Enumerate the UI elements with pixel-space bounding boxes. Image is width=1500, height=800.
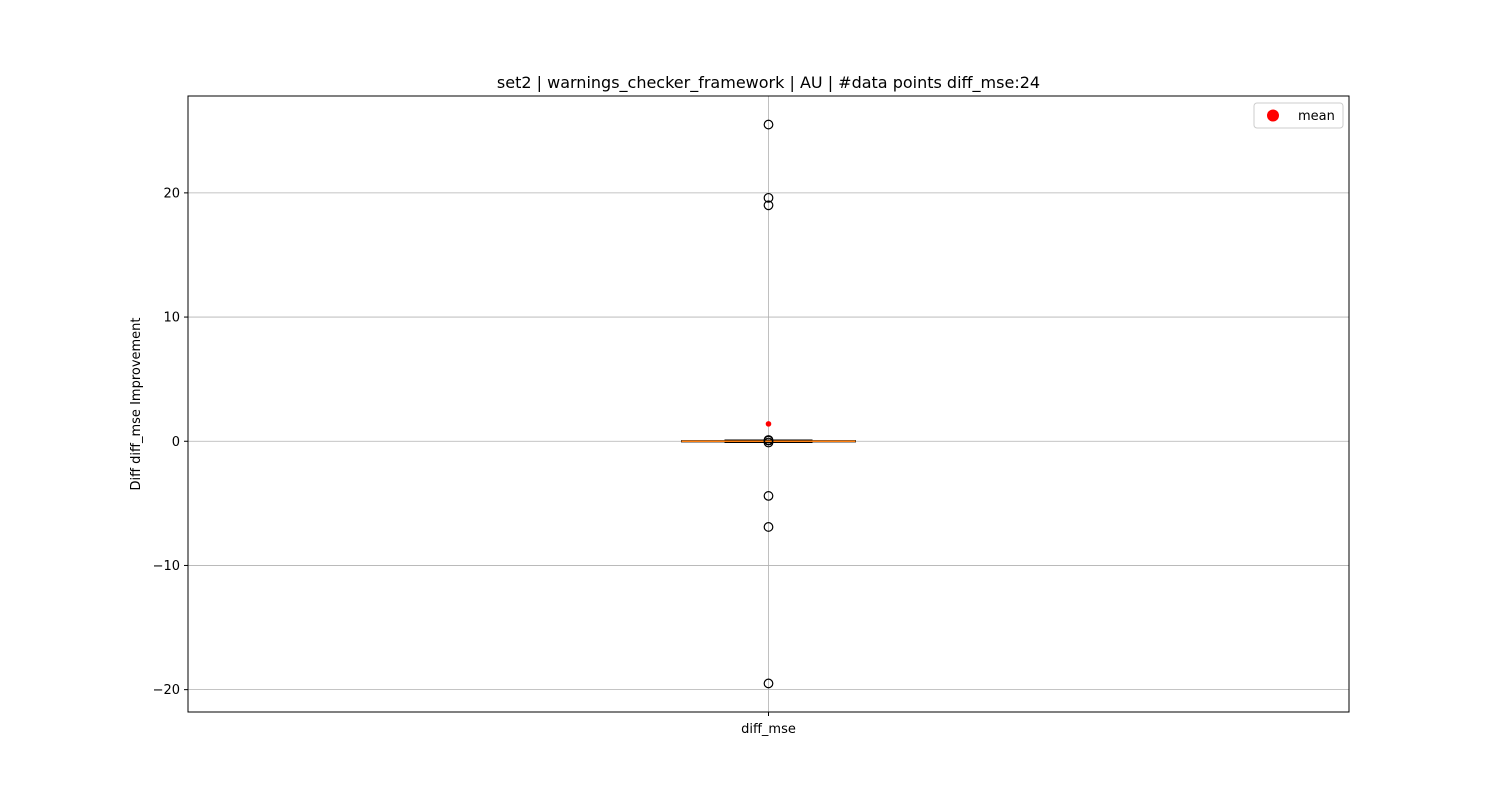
legend-mean-marker: [1267, 109, 1279, 122]
outlier-point: [763, 491, 774, 501]
legend-mean-label: mean: [1298, 109, 1335, 124]
x-tick-label: diff_mse: [741, 722, 796, 737]
outlier-point: [763, 200, 774, 211]
box-plot: [681, 439, 856, 443]
y-tick-label: 20: [163, 186, 180, 201]
y-axis: −20 −10 0 10 20: [153, 186, 188, 698]
outlier-point: [763, 678, 774, 689]
outlier-point: [763, 192, 774, 203]
outlier-point: [763, 119, 774, 130]
outlier-point: [763, 522, 774, 532]
y-tick-label: 0: [172, 435, 180, 450]
y-axis-label: Diff diff_mse Improvement: [129, 317, 144, 490]
legend: mean: [1253, 102, 1344, 129]
chart-title: set2 | warnings_checker_framework | AU |…: [497, 73, 1040, 93]
y-tick-label: −20: [153, 683, 180, 698]
y-tick-label: 10: [163, 311, 180, 326]
data-points: [763, 119, 774, 689]
y-tick-label: −10: [153, 559, 180, 574]
legend-frame: [1253, 102, 1344, 129]
x-axis: diff_mse: [741, 712, 796, 737]
mean-point: [765, 421, 772, 427]
outlier-point: [763, 437, 774, 448]
